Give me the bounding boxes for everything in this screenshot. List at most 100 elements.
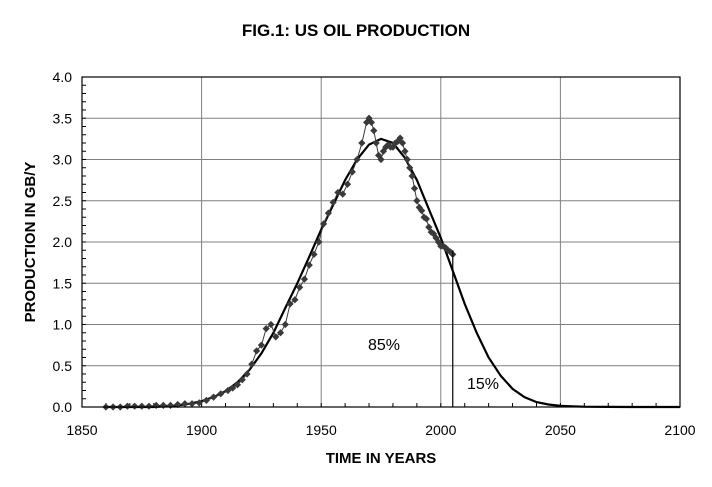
data-point bbox=[272, 333, 280, 341]
data-point bbox=[131, 402, 139, 410]
x-tick-label-1950: 1950 bbox=[306, 422, 337, 438]
data-point bbox=[217, 390, 225, 398]
data-point bbox=[267, 320, 275, 329]
y-tick-label-1.5: 1.5 bbox=[53, 275, 73, 291]
fit-curve bbox=[105, 137, 680, 409]
data-point bbox=[398, 139, 407, 147]
data-point bbox=[406, 164, 414, 172]
data-point bbox=[159, 401, 167, 409]
chart-title: FIG.1: US OIL PRODUCTION bbox=[242, 21, 470, 40]
data-point bbox=[276, 329, 285, 337]
data-point bbox=[188, 400, 196, 408]
data-point bbox=[375, 151, 383, 159]
data-point bbox=[257, 341, 265, 349]
y-tick-label-2.0: 2.0 bbox=[53, 234, 73, 250]
data-point bbox=[224, 386, 232, 395]
data-point bbox=[315, 238, 323, 246]
data-point bbox=[209, 393, 218, 401]
data-point bbox=[296, 283, 304, 291]
x-axis-label: TIME IN YEARS bbox=[326, 450, 437, 467]
data-point bbox=[166, 401, 175, 409]
data-point bbox=[243, 370, 251, 378]
data-point bbox=[202, 396, 210, 404]
data-point bbox=[403, 155, 411, 164]
y-tick-labels: 0.0 0.5 1.0 1.5 2.0 2.5 3.0 3.5 4.0 bbox=[53, 69, 73, 415]
data-point bbox=[396, 134, 404, 142]
data-point bbox=[363, 118, 371, 126]
data-point bbox=[152, 401, 160, 409]
data-point bbox=[389, 143, 397, 151]
y-tick-label-3.5: 3.5 bbox=[53, 110, 73, 126]
data-point bbox=[365, 114, 373, 122]
data-point bbox=[233, 381, 242, 389]
data-point bbox=[319, 220, 328, 228]
data-point bbox=[348, 168, 356, 176]
data-point bbox=[300, 275, 309, 283]
data-point bbox=[367, 118, 376, 126]
data-point bbox=[434, 238, 443, 246]
x-tick-label-2100: 2100 bbox=[664, 422, 695, 438]
data-point bbox=[425, 223, 433, 231]
annotation-85-percent: 85% bbox=[368, 337, 400, 354]
y-tick-label-3.0: 3.0 bbox=[53, 152, 73, 168]
y-tick-label-0.0: 0.0 bbox=[53, 399, 73, 415]
data-point bbox=[305, 261, 313, 269]
y-tick-label-0.5: 0.5 bbox=[53, 358, 73, 374]
y-tick-label-1.0: 1.0 bbox=[53, 317, 73, 333]
data-point bbox=[358, 139, 366, 147]
data-point bbox=[413, 197, 421, 205]
data-point bbox=[195, 399, 203, 407]
data-point bbox=[418, 207, 426, 215]
data-point bbox=[379, 147, 387, 155]
data-point bbox=[334, 188, 342, 197]
data-point bbox=[181, 400, 189, 408]
data-markers bbox=[102, 114, 457, 411]
data-point bbox=[343, 180, 352, 188]
data-point bbox=[394, 137, 402, 145]
annotation-15-percent: 15% bbox=[467, 376, 499, 393]
data-point bbox=[238, 376, 246, 384]
data-point bbox=[339, 190, 347, 198]
x-tick-label-1900: 1900 bbox=[186, 422, 217, 438]
x-tick-label-2000: 2000 bbox=[425, 422, 456, 438]
data-series-line bbox=[105, 117, 454, 408]
data-point bbox=[174, 400, 182, 409]
data-point bbox=[291, 296, 299, 304]
data-point bbox=[391, 139, 399, 147]
data-point bbox=[324, 209, 332, 217]
plot-frame bbox=[81, 76, 681, 408]
data-point bbox=[420, 213, 428, 221]
data-point bbox=[281, 320, 289, 329]
data-point bbox=[138, 402, 146, 410]
data-point bbox=[248, 360, 256, 368]
grid-lines bbox=[82, 77, 680, 407]
data-point bbox=[415, 203, 423, 211]
data-point bbox=[253, 347, 261, 355]
data-point bbox=[408, 172, 416, 180]
y-axis-label: PRODUCTION IN GB/Y bbox=[22, 162, 39, 323]
data-point bbox=[377, 155, 385, 164]
data-point bbox=[353, 155, 361, 164]
data-point bbox=[401, 147, 409, 155]
x-tick-labels: 1850 1900 1950 2000 2050 2100 bbox=[66, 422, 695, 438]
data-point bbox=[145, 402, 153, 410]
data-point bbox=[329, 198, 337, 206]
data-point bbox=[430, 230, 438, 238]
data-point bbox=[123, 402, 132, 410]
data-point bbox=[286, 300, 294, 308]
x-tick-label-2050: 2050 bbox=[545, 422, 576, 438]
data-point bbox=[262, 325, 270, 333]
data-point bbox=[310, 250, 318, 258]
data-point bbox=[439, 242, 447, 250]
y-tick-label-2.5: 2.5 bbox=[53, 193, 73, 209]
data-point bbox=[410, 184, 419, 192]
fit-curve-line bbox=[105, 137, 680, 409]
y-tick-label-4.0: 4.0 bbox=[53, 69, 73, 85]
data-point bbox=[372, 139, 380, 147]
x-tick-label-1850: 1850 bbox=[66, 422, 97, 438]
data-point bbox=[384, 141, 392, 149]
data-point bbox=[229, 384, 237, 392]
data-point bbox=[422, 215, 431, 223]
data-point bbox=[370, 127, 378, 135]
